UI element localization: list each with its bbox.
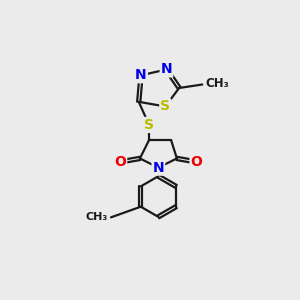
Text: CH₃: CH₃	[86, 212, 108, 222]
Text: N: N	[153, 161, 164, 175]
Text: O: O	[190, 155, 202, 169]
Text: N: N	[135, 68, 147, 82]
Text: S: S	[160, 100, 170, 113]
Text: CH₃: CH₃	[205, 77, 229, 90]
Text: S: S	[144, 118, 154, 132]
Text: O: O	[114, 155, 126, 169]
Text: N: N	[160, 62, 172, 76]
